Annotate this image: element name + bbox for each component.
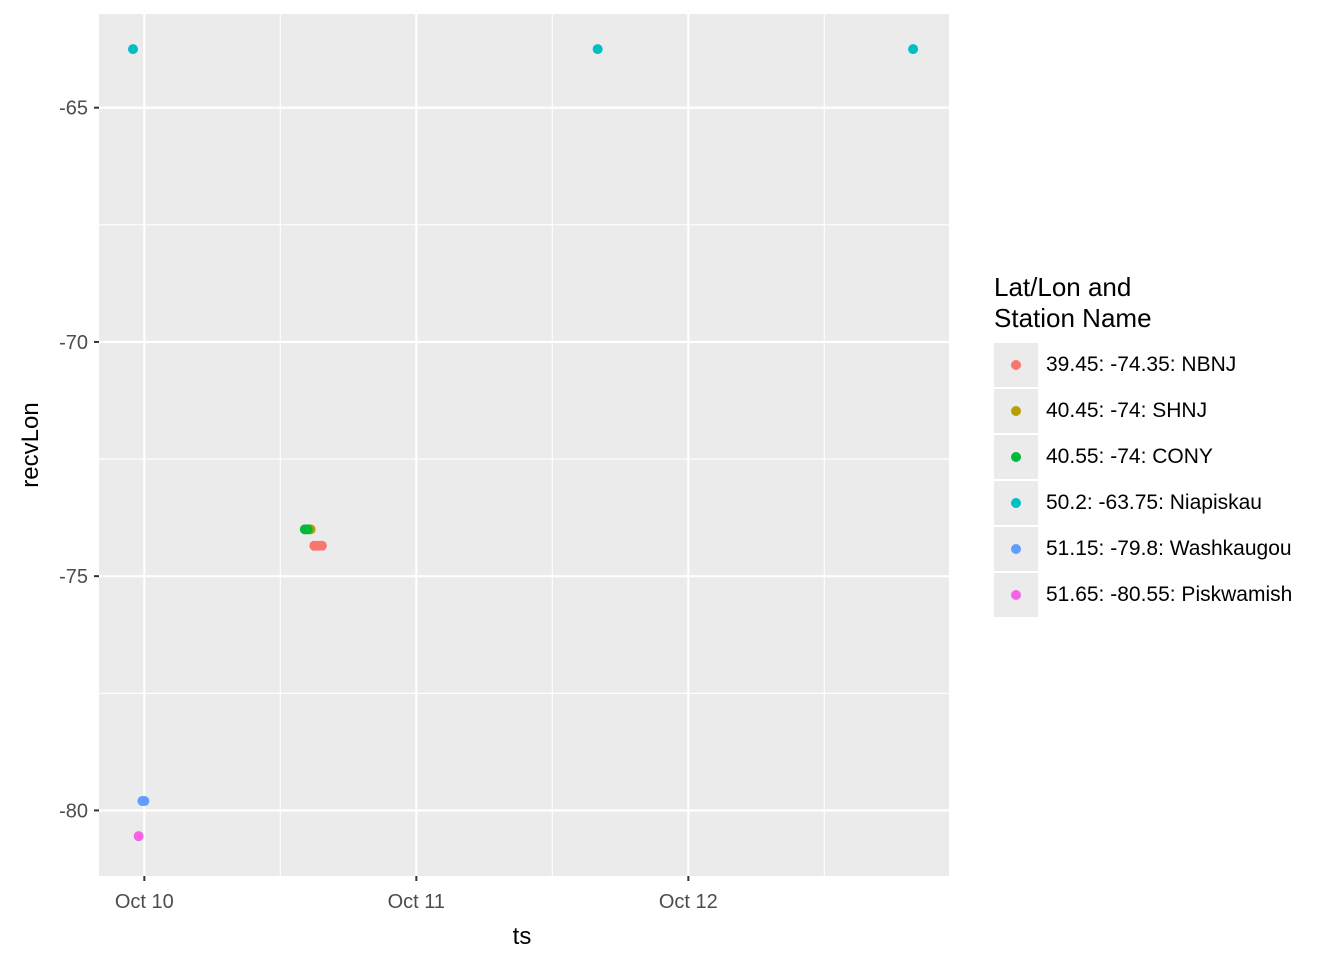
legend-key <box>994 527 1038 571</box>
legend-key <box>994 573 1038 617</box>
legend-dot-icon <box>1011 498 1021 508</box>
minor-gridlines <box>99 14 949 876</box>
legend-item: 51.15: -79.8: Washkaugou <box>994 526 1292 572</box>
legend-items: 39.45: -74.35: NBNJ 40.45: -74: SHNJ 40.55… <box>994 342 1292 618</box>
legend-label: 40.55: -74: CONY <box>1046 445 1213 468</box>
data-point <box>139 796 150 807</box>
legend-label: 51.15: -79.8: Washkaugou <box>1046 537 1292 560</box>
legend-key <box>994 343 1038 387</box>
legend-item: 40.55: -74: CONY <box>994 434 1292 480</box>
plot-panel <box>99 14 949 876</box>
legend-dot-icon <box>1011 452 1021 462</box>
y-tick-label: -80 <box>59 800 88 822</box>
axis-ticks <box>94 106 690 881</box>
legend-dot-icon <box>1011 590 1021 600</box>
data-point <box>908 44 919 55</box>
data-point <box>592 44 603 55</box>
legend-item: 51.65: -80.55: Piskwamish <box>994 572 1292 618</box>
legend-dot-icon <box>1011 406 1021 416</box>
legend: Lat/Lon and Station Name 39.45: -74.35: … <box>994 272 1292 618</box>
legend-key <box>994 481 1038 525</box>
x-tick-label: Oct 10 <box>115 891 174 913</box>
data-points <box>128 44 919 842</box>
legend-key <box>994 389 1038 433</box>
x-tick-label: Oct 11 <box>388 891 445 913</box>
x-axis-title: ts <box>513 923 532 950</box>
legend-label: 51.65: -80.55: Piskwamish <box>1046 583 1293 606</box>
tick-labels: -65 -70 -75 -80 Oct 10 Oct 11 Oct 12 <box>59 98 718 913</box>
legend-dot-icon <box>1011 544 1021 554</box>
legend-label: 40.45: -74: SHNJ <box>1046 399 1208 422</box>
legend-item: 39.45: -74.35: NBNJ <box>994 342 1292 388</box>
legend-key <box>994 435 1038 479</box>
x-tick-label: Oct 12 <box>659 891 718 913</box>
y-tick-label: -70 <box>59 332 88 354</box>
data-point <box>316 540 327 551</box>
data-point <box>128 44 138 55</box>
legend-item: 50.2: -63.75: Niapiskau <box>994 480 1292 526</box>
legend-label: 50.2: -63.75: Niapiskau <box>1046 491 1262 514</box>
legend-label: 39.45: -74.35: NBNJ <box>1046 353 1237 376</box>
y-tick-label: -75 <box>59 566 88 588</box>
legend-title: Lat/Lon and Station Name <box>994 272 1152 333</box>
legend-dot-icon <box>1011 360 1021 370</box>
y-tick-label: -65 <box>59 98 88 120</box>
legend-item: 40.45: -74: SHNJ <box>994 388 1292 434</box>
major-gridlines <box>99 14 949 876</box>
y-axis-title: recvLon <box>17 402 44 487</box>
data-point <box>302 524 313 535</box>
data-point <box>133 831 144 842</box>
